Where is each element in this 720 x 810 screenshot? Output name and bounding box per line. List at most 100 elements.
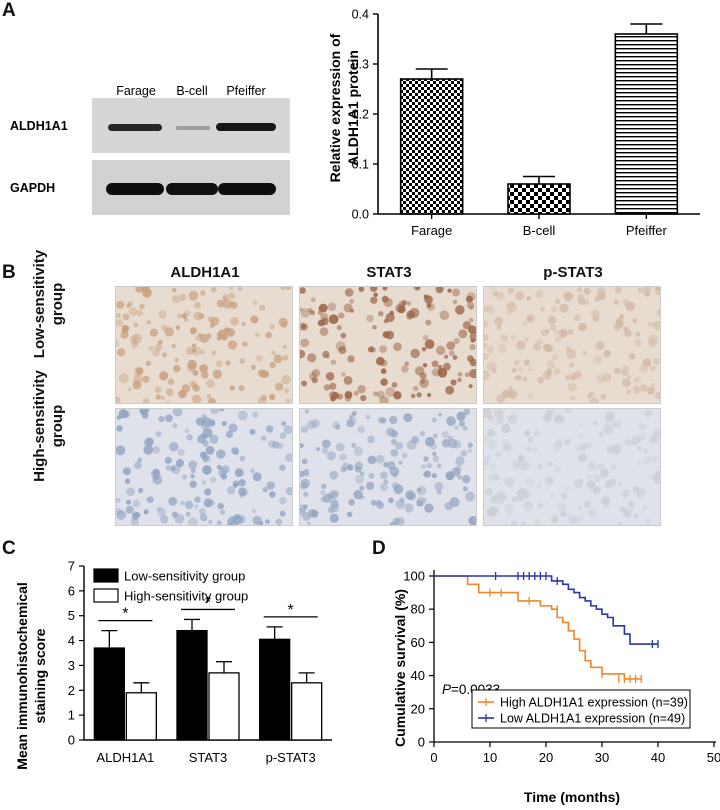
ihc-cell: [568, 362, 575, 368]
ihc-cell: [353, 490, 363, 500]
ihc-cell: [587, 484, 596, 493]
chart-a-x-tick-label: B-cell: [523, 223, 556, 238]
chart-c-y-tick-label: 4: [68, 633, 75, 648]
ihc-cell: [423, 470, 431, 478]
ihc-cell: [596, 374, 605, 384]
ihc-cell: [139, 303, 145, 310]
ihc-cell: [187, 364, 196, 373]
ihc-cell: [300, 338, 310, 348]
ihc-cell: [338, 312, 345, 319]
ihc-cell: [233, 515, 243, 525]
ihc-cell: [158, 339, 163, 345]
ihc-cell: [278, 317, 288, 327]
ihc-cell: [431, 360, 439, 368]
ihc-cell: [250, 364, 256, 370]
chart-c-legend-label: Low-sensitivity group: [124, 569, 245, 584]
ihc-cell: [335, 442, 345, 452]
ihc-cell: [507, 287, 515, 295]
ihc-cell: [320, 496, 326, 503]
ihc-cell: [373, 391, 379, 397]
ihc-cell: [613, 420, 622, 429]
ihc-cell: [573, 370, 582, 379]
ihc-cell: [344, 395, 352, 402]
ihc-cell: [197, 434, 207, 444]
blot-band: [166, 183, 218, 195]
ihc-cell: [344, 288, 354, 297]
ihc-cell: [229, 385, 235, 391]
ihc-cell: [532, 342, 542, 351]
ihc-cell: [148, 345, 155, 352]
ihc-cell: [652, 358, 660, 365]
ihc-cell: [401, 452, 408, 459]
chart-a-y-tick-label: 0.4: [352, 8, 369, 22]
ihc-cell: [146, 437, 154, 446]
ihc-cell: [173, 364, 181, 373]
ihc-cell: [228, 423, 238, 433]
ihc-cell: [304, 409, 310, 414]
ihc-cell: [281, 374, 291, 385]
ihc-cell: [406, 301, 412, 306]
ihc-cell: [260, 394, 268, 401]
ihc-cell: [171, 466, 176, 471]
ihc-cell: [191, 343, 197, 348]
ihc-cell: [496, 394, 506, 404]
ihc-cell: [409, 307, 420, 318]
ihc-cell: [230, 301, 238, 309]
ihc-cell: [505, 477, 515, 488]
ihc-cell: [638, 423, 646, 431]
ihc-cell: [279, 510, 286, 517]
ihc-cell: [241, 322, 246, 327]
chart-d-x-tick-label: 50: [707, 750, 720, 765]
ihc-cell: [155, 343, 163, 352]
ihc-cell: [359, 485, 365, 491]
ihc-cell: [468, 384, 473, 389]
ihc-cell: [174, 513, 185, 524]
ihc-cell: [512, 496, 517, 502]
ihc-cell: [432, 433, 438, 439]
ihc-cell: [577, 515, 584, 523]
ihc-cell: [154, 386, 162, 393]
blot-row-label-gapdh: GAPDH: [10, 181, 55, 195]
ihc-cell: [525, 313, 536, 324]
ihc-cell: [632, 318, 638, 323]
ihc-cell: [376, 390, 385, 399]
ihc-cell: [149, 328, 158, 337]
ihc-cell: [225, 430, 234, 438]
ihc-cell: [557, 502, 567, 512]
ihc-cell: [116, 313, 121, 318]
ihc-cell: [391, 382, 398, 388]
ihc-cell: [370, 284, 378, 292]
ihc-cell: [577, 505, 583, 511]
ihc-image-high-aldh1a1: [114, 404, 295, 528]
ihc-cell: [633, 513, 639, 519]
ihc-cell: [351, 411, 357, 417]
ihc-cell: [169, 441, 179, 452]
ihc-cell: [265, 519, 270, 524]
ihc-cell: [419, 372, 427, 380]
ihc-cell: [422, 497, 427, 502]
ihc-cell: [536, 483, 542, 488]
ihc-cell: [425, 319, 432, 326]
chart-c-y-tick-label: 1: [68, 708, 75, 723]
ihc-cell: [431, 472, 437, 479]
chart-a: Relative expression of ALDH1A1 protein 0…: [327, 8, 700, 238]
ihc-cell: [318, 303, 328, 313]
ihc-cell: [469, 344, 476, 351]
ihc-cell: [380, 368, 387, 374]
ihc-cell: [593, 474, 602, 482]
chart-c-x-tick-label: ALDH1A1: [96, 750, 154, 765]
ihc-cell: [125, 505, 134, 514]
ihc-cell: [281, 421, 286, 427]
ihc-cell: [251, 508, 257, 514]
ihc-cell: [321, 439, 331, 449]
ihc-cell: [624, 329, 632, 337]
ihc-cell: [419, 430, 426, 437]
ihc-cell: [636, 445, 642, 451]
ihc-cell: [198, 312, 205, 320]
ihc-cell: [326, 451, 336, 461]
ihc-cell: [516, 375, 522, 381]
ihc-cell: [420, 379, 426, 384]
ihc-cell: [301, 425, 309, 433]
ihc-cell: [252, 412, 259, 418]
